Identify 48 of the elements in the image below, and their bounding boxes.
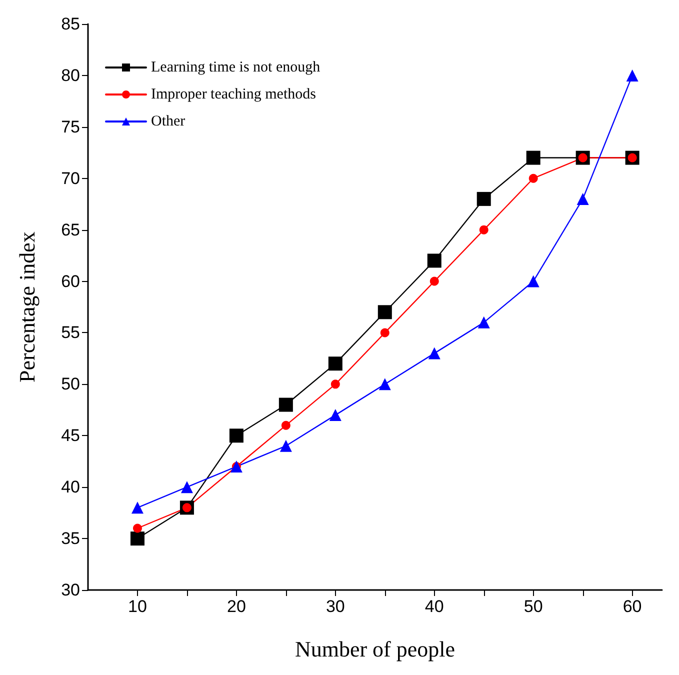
point	[378, 305, 392, 320]
x-tick-label: 60	[622, 597, 642, 616]
x-tick-label: 30	[326, 597, 345, 616]
point	[132, 524, 142, 533]
point	[180, 481, 193, 494]
y-tick-label: 50	[61, 374, 80, 394]
point	[380, 328, 390, 338]
legend-label: Other	[151, 114, 186, 130]
point	[430, 276, 439, 286]
x-tick-label: 10	[128, 597, 147, 616]
point	[378, 378, 391, 390]
y-tick-label: 45	[61, 426, 80, 446]
x-tick-label: 50	[524, 597, 543, 616]
y-tick-label: 70	[61, 168, 80, 188]
point	[478, 316, 490, 328]
point	[131, 502, 144, 514]
point	[330, 380, 340, 389]
x-tick-label: 40	[424, 597, 444, 616]
y-tick-label: 30	[61, 580, 80, 600]
point	[479, 225, 488, 234]
y-tick-label: 60	[61, 272, 80, 291]
y-axis-title: Percentage index	[14, 232, 40, 382]
point	[528, 174, 538, 183]
y-tick-label: 80	[61, 66, 80, 85]
point	[280, 440, 292, 452]
point	[526, 150, 540, 165]
point	[576, 192, 589, 205]
point	[328, 356, 342, 371]
point	[427, 254, 442, 268]
point	[329, 409, 342, 422]
x-axis-title: Number of people	[294, 636, 456, 662]
point	[476, 192, 491, 206]
y-tick-label: 55	[61, 323, 80, 342]
y-tick-label: 85	[61, 14, 80, 34]
point	[281, 420, 290, 430]
point	[527, 275, 540, 288]
y-tick-label: 65	[61, 220, 80, 240]
legend-label: Improper teaching methods	[151, 86, 316, 102]
point	[130, 532, 144, 546]
point	[626, 69, 638, 82]
y-tick-label: 40	[61, 478, 80, 497]
y-tick-label: 75	[61, 117, 80, 136]
legend-label: Learning time is not enough	[151, 60, 321, 76]
point	[278, 398, 293, 412]
point	[229, 428, 244, 443]
point	[428, 347, 440, 360]
y-tick-label: 35	[61, 529, 80, 548]
x-tick-label: 20	[226, 597, 246, 616]
